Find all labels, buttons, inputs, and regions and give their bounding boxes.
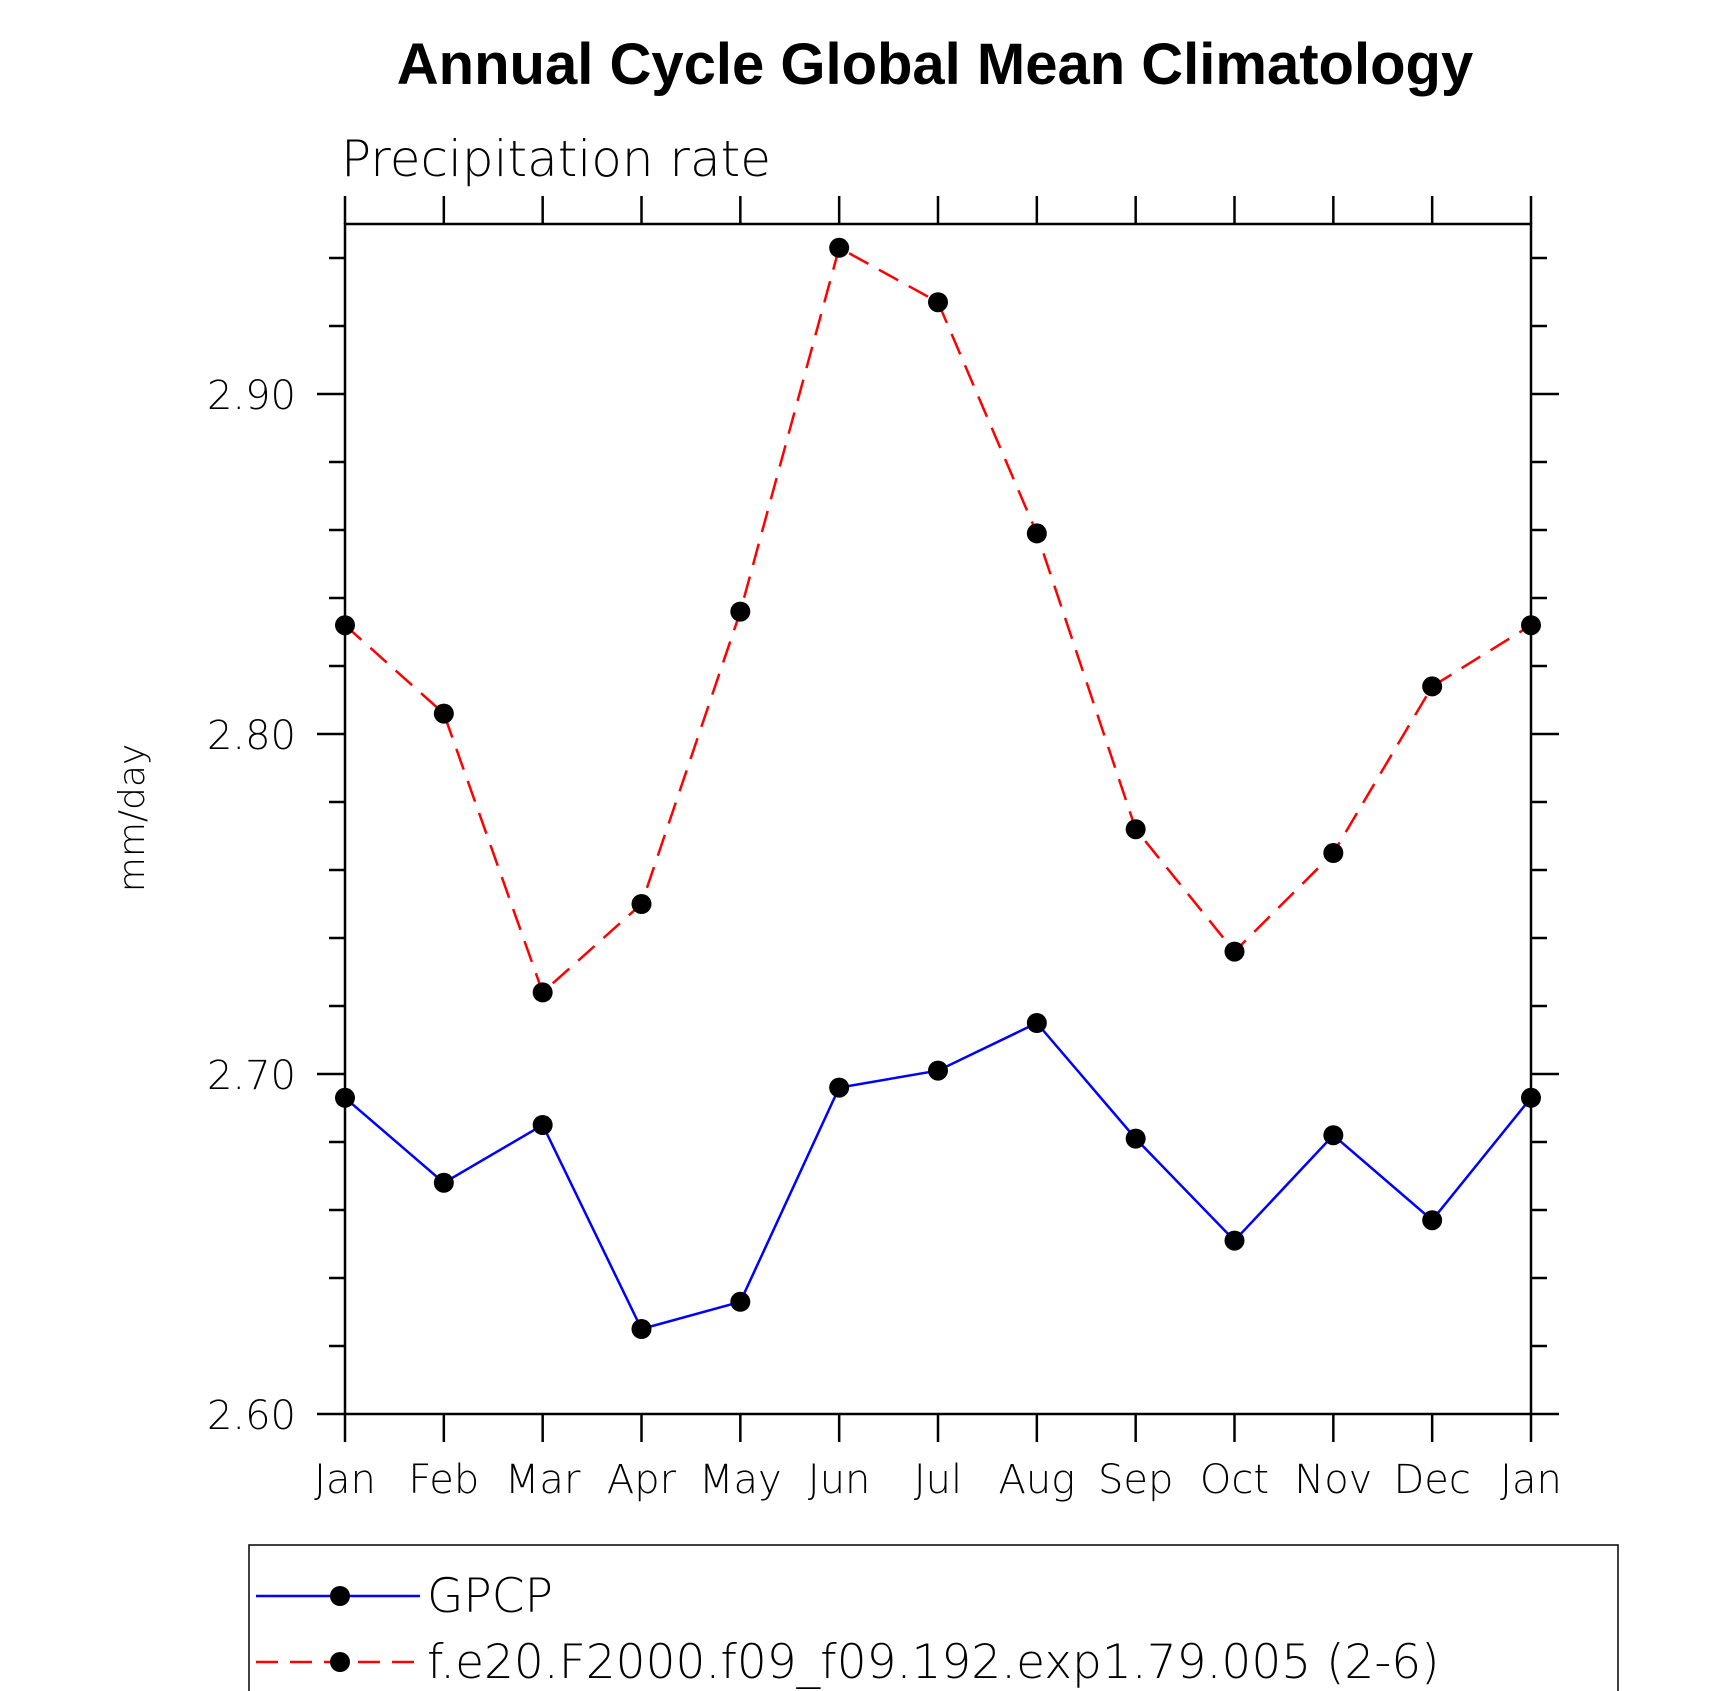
x-tick-label: Jan xyxy=(1500,1457,1562,1503)
data-point xyxy=(1323,843,1344,863)
x-tick-label: Jan xyxy=(314,1457,376,1503)
legend-box xyxy=(248,1544,1619,1691)
data-point xyxy=(1521,615,1541,636)
legend-label-0: GPCP xyxy=(427,1569,553,1624)
data-point xyxy=(433,1172,454,1193)
data-point xyxy=(433,703,454,724)
data-point xyxy=(532,982,553,1003)
x-tick-label: Dec xyxy=(1393,1457,1470,1503)
data-point xyxy=(730,1291,751,1312)
data-point xyxy=(1323,1125,1344,1146)
x-tick-label: Nov xyxy=(1294,1457,1372,1503)
y-tick-label: 2.70 xyxy=(207,1053,296,1099)
x-tick-label: Jun xyxy=(808,1457,871,1503)
legend-marker-1 xyxy=(330,1652,350,1672)
data-point xyxy=(1026,1013,1047,1033)
y-axis-label: mm/day xyxy=(112,744,153,892)
series-line xyxy=(344,245,1532,995)
legend-label-1: f.e20.F2000.f09_f09.192.exp1.79.005 (2-6… xyxy=(427,1635,1440,1690)
data-point xyxy=(730,601,751,622)
series-1 xyxy=(335,237,1541,1003)
data-point xyxy=(1125,819,1146,840)
data-point xyxy=(631,894,652,914)
data-point xyxy=(1224,1230,1245,1251)
data-point xyxy=(928,292,948,313)
x-tick-label: Oct xyxy=(1200,1457,1269,1503)
x-tick-label: Apr xyxy=(607,1457,677,1503)
data-point xyxy=(928,1060,948,1081)
data-point xyxy=(532,1115,553,1135)
x-tick-label: Jul xyxy=(914,1457,962,1503)
y-tick-label: 2.60 xyxy=(207,1393,296,1439)
y-tick-label: 2.90 xyxy=(207,373,296,419)
legend-marker-0 xyxy=(330,1586,350,1606)
x-tick-label: Mar xyxy=(505,1457,581,1503)
x-tick-label: Aug xyxy=(998,1457,1075,1503)
tick-labels: Jan Feb Mar Apr May Jun Jul Aug Sep Oct Nov Dec Jan 2… xyxy=(207,373,1562,1503)
x-tick-label: Sep xyxy=(1098,1457,1173,1503)
data-point xyxy=(1125,1128,1146,1149)
data-point xyxy=(1422,1210,1443,1231)
series-layer xyxy=(335,237,1541,1339)
data-point xyxy=(1026,523,1047,544)
chart-title: Annual Cycle Global Mean Climatology xyxy=(397,32,1473,97)
data-point xyxy=(1224,941,1245,962)
series-0 xyxy=(335,1013,1541,1339)
data-point xyxy=(631,1319,652,1339)
data-point xyxy=(1521,1087,1541,1108)
chart-subtitle: Precipitation rate xyxy=(341,130,771,188)
data-point xyxy=(829,1077,850,1098)
data-point xyxy=(829,237,850,258)
legend: GPCP f.e20.F2000.f09_f09.192.exp1.79.005… xyxy=(248,1544,1619,1691)
data-point xyxy=(335,615,355,636)
x-tick-label: May xyxy=(699,1457,782,1503)
axis-ticks xyxy=(317,196,1559,1442)
x-tick-label: Feb xyxy=(408,1457,479,1503)
data-point xyxy=(335,1087,355,1108)
data-point xyxy=(1422,676,1443,697)
y-tick-label: 2.80 xyxy=(207,713,296,759)
